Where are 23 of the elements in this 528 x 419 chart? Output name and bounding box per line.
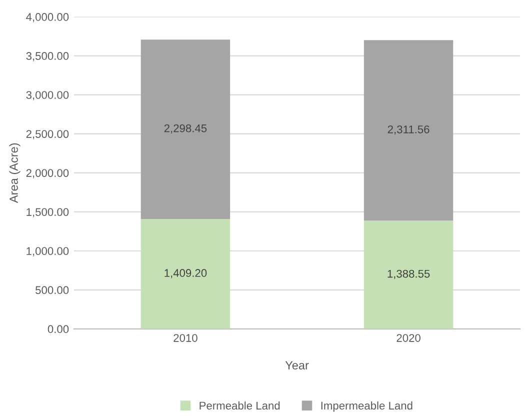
y-tick-label: 1,000.00 xyxy=(26,247,69,256)
y-tick-label: 2,500.00 xyxy=(26,130,69,140)
y-tick-label: 3,500.00 xyxy=(26,52,69,62)
y-tick-label: 1,500.00 xyxy=(26,208,69,218)
bar xyxy=(364,220,454,329)
data-label: 1,388.55 xyxy=(388,270,430,280)
data-label: 1,409.20 xyxy=(164,269,207,278)
x-tick-label: 2020 xyxy=(396,334,420,342)
y-tick-label: 3,000.00 xyxy=(26,91,69,100)
y-axis-title: Area (Acre) xyxy=(9,143,20,203)
bar xyxy=(140,40,230,219)
legend-label: Impermeable Land xyxy=(321,401,412,412)
legend-label: Permeable Land xyxy=(200,401,280,410)
x-tick-label: 2010 xyxy=(174,334,198,342)
y-tick-label: 4,000.00 xyxy=(26,13,69,22)
data-label: 2,311.56 xyxy=(388,125,430,135)
y-tick-label: 500.00 xyxy=(36,286,69,294)
y-tick-label: 0.00 xyxy=(48,325,69,334)
y-tick-label: 2,000.00 xyxy=(26,169,69,178)
bar xyxy=(140,218,230,329)
bar xyxy=(364,40,454,221)
data-label: 2,298.45 xyxy=(164,124,207,134)
x-axis-title: Year xyxy=(285,361,309,370)
